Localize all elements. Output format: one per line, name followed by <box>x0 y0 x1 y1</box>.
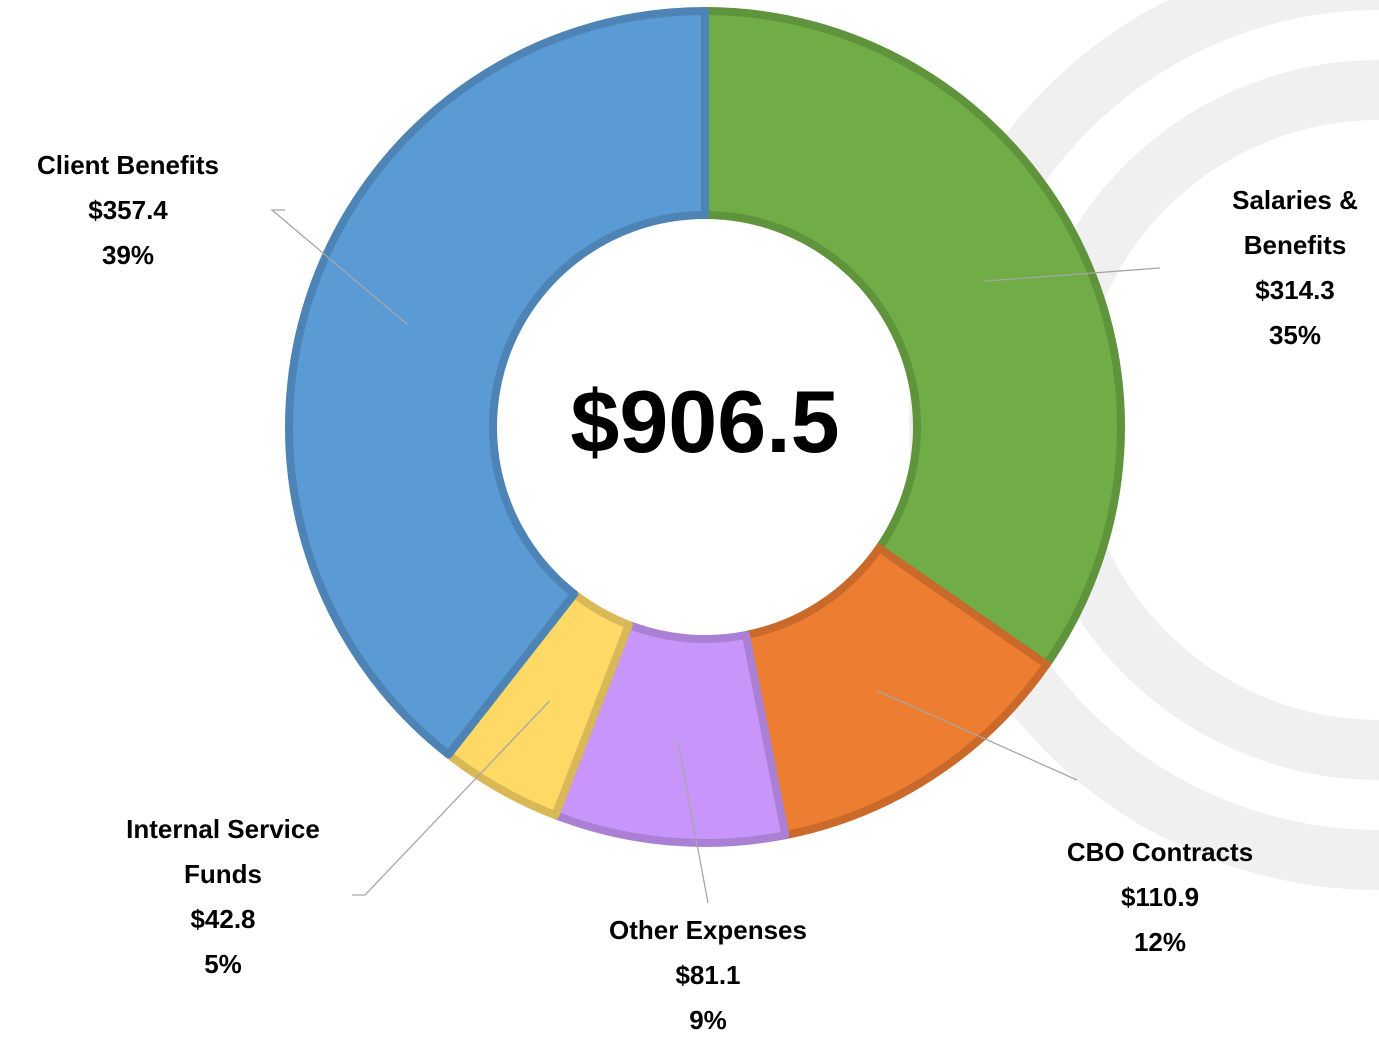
value-label: $314.3 <box>1255 275 1335 305</box>
value-label: $42.8 <box>190 904 256 934</box>
category-label: CBO Contracts <box>1066 837 1254 867</box>
category-label: Internal Service Funds <box>126 814 320 889</box>
percent-label: 12% <box>1133 927 1187 957</box>
leader-line <box>677 740 709 904</box>
percent-label: 5% <box>204 949 242 979</box>
donut-slice <box>285 7 709 759</box>
leader-line <box>877 690 1078 781</box>
donut-slice <box>741 544 1051 840</box>
slice-label: Salaries & Benefits $314.3 35% <box>1200 178 1379 358</box>
percent-label: 39% <box>101 240 155 270</box>
percent-label: 35% <box>1268 320 1322 350</box>
category-label: Client Benefits <box>36 150 220 180</box>
category-label: Other Expenses <box>609 915 807 945</box>
value-label: $357.4 <box>88 195 168 225</box>
percent-label: 9% <box>689 1005 727 1035</box>
center-total: $906.5 <box>570 372 840 471</box>
slice-label: Internal Service Funds $42.8 5% <box>88 807 358 987</box>
value-label: $81.1 <box>675 960 741 990</box>
slice-label: Other Expenses $81.1 9% <box>568 908 848 1037</box>
category-label: Salaries & Benefits <box>1232 185 1358 260</box>
leader-line <box>984 267 1161 282</box>
donut-slice <box>701 7 1125 669</box>
value-label: $110.9 <box>1120 882 1200 912</box>
slice-label: CBO Contracts $110.9 12% <box>1030 830 1290 965</box>
leader-line <box>270 209 408 325</box>
slice-label: Client Benefits $357.4 39% <box>3 143 253 278</box>
leader-line <box>352 700 551 896</box>
